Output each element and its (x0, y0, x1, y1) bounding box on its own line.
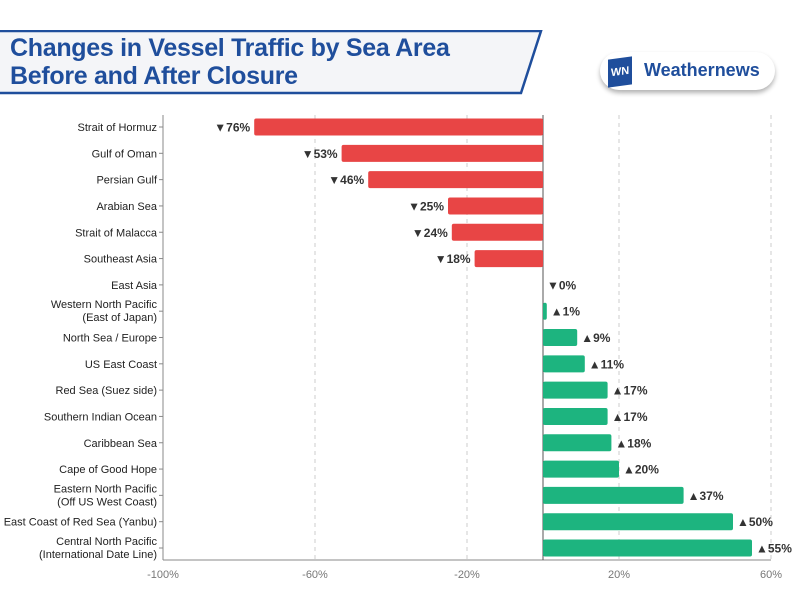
category-label: US East Coast (85, 359, 157, 371)
category-label: Gulf of Oman (92, 148, 157, 160)
data-label: ▲11% (589, 357, 625, 371)
data-label: ▼18% (435, 252, 471, 266)
category-label: North Sea / Europe (63, 333, 157, 345)
data-label: ▲17% (612, 410, 648, 424)
chart-title-line2: Before and After Closure (10, 62, 298, 90)
category-label: East Coast of Red Sea (Yanbu) (4, 517, 157, 529)
data-label: ▼24% (412, 226, 448, 240)
category-label: (Off US West Coast) (57, 496, 157, 508)
bar (543, 513, 733, 531)
bar (543, 486, 684, 504)
bar (254, 118, 543, 136)
bar (451, 223, 543, 241)
data-label: ▲55% (756, 542, 792, 556)
category-label: Red Sea (Suez side) (56, 385, 158, 397)
x-tick-label: -20% (454, 569, 480, 581)
bar (543, 302, 547, 320)
category-label: Southeast Asia (84, 254, 158, 266)
x-tick-label: 60% (760, 569, 782, 581)
data-label: ▲17% (612, 384, 648, 398)
weathernews-logo: WN Weathernews (600, 52, 775, 90)
bar (474, 250, 543, 268)
title-banner: Changes in Vessel Traffic by Sea Area Be… (0, 30, 543, 95)
x-tick-label: -100% (147, 569, 179, 581)
bar (341, 144, 543, 162)
bar (543, 407, 608, 425)
bar (368, 171, 543, 189)
category-label: Caribbean Sea (84, 438, 158, 450)
data-label: ▼25% (408, 199, 444, 213)
category-label: Arabian Sea (96, 201, 157, 213)
x-tick-label: -60% (302, 569, 328, 581)
x-tick-label: 20% (608, 569, 630, 581)
bar (543, 434, 612, 452)
data-label: ▲18% (615, 436, 651, 450)
chart-title-line1: Changes in Vessel Traffic by Sea Area (10, 34, 450, 62)
bar (543, 329, 578, 346)
bar (543, 539, 752, 557)
weathernews-logo-text: Weathernews (644, 60, 760, 80)
category-label: East Asia (111, 280, 158, 292)
data-label: ▼46% (328, 173, 364, 187)
category-label: Strait of Malacca (75, 227, 158, 239)
category-label: Western North Pacific (51, 299, 158, 311)
category-label: Eastern North Pacific (54, 483, 158, 495)
data-label: ▲20% (623, 463, 659, 477)
category-label: Persian Gulf (96, 175, 157, 187)
data-label: ▲9% (581, 331, 611, 345)
category-label: (International Date Line) (39, 549, 157, 561)
data-label: ▲1% (551, 305, 581, 319)
bar (543, 355, 585, 373)
category-label: Southern Indian Ocean (44, 411, 157, 423)
bar (448, 197, 543, 215)
data-label: ▼53% (302, 147, 338, 161)
data-label: ▲37% (688, 489, 724, 503)
category-label: Cape of Good Hope (59, 464, 157, 476)
title-banner-shape (0, 30, 543, 95)
data-label: ▼76% (214, 121, 250, 135)
category-label: (East of Japan) (82, 312, 157, 324)
data-label: ▼0% (547, 278, 577, 292)
bar (543, 381, 608, 399)
category-label: Strait of Hormuz (78, 122, 157, 134)
bar (543, 460, 619, 478)
data-label: ▲50% (737, 515, 773, 529)
category-label: Central North Pacific (56, 536, 157, 548)
